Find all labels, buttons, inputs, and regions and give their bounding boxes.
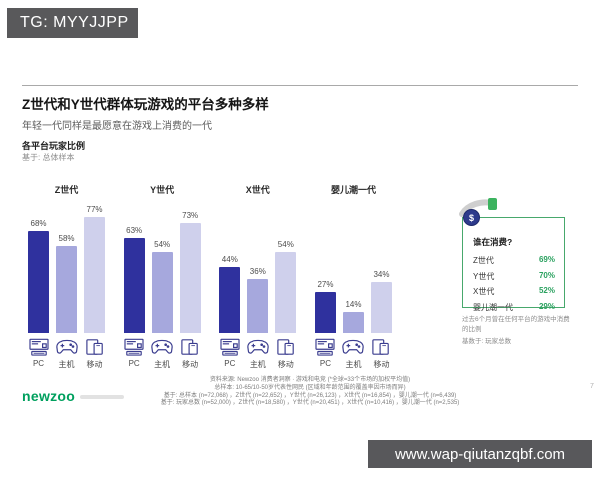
- bar-cluster: 44% 36% 54%: [219, 201, 297, 333]
- platform-axis: PC 主机: [124, 338, 201, 370]
- spend-footnote: 过去6个月曾在任何平台的游戏中消费的比例 基数于: 玩家总数: [462, 316, 570, 346]
- platform-label-pc: PC: [319, 359, 332, 368]
- who-spends-panel: 谁在消费? Z世代 69% Y世代 70% X世代 52% 婴儿潮一代 29%: [462, 217, 565, 312]
- bar-value-label: 58%: [58, 234, 75, 243]
- coin-icon: $: [463, 209, 480, 226]
- source-line: 基于: 玩家总数 (n=52,000) ，Z世代 (n=18,580) ，Y世代…: [160, 400, 460, 407]
- chart-title: 各平台玩家比例: [22, 141, 86, 151]
- chart-group-title: X世代: [245, 185, 270, 195]
- pc-icon: [219, 338, 241, 356]
- spend-row-genx: X世代 52%: [473, 286, 555, 296]
- platform-label-pc: PC: [32, 359, 45, 368]
- bar-value-label: 54%: [154, 240, 171, 249]
- mobile-icon: [180, 338, 200, 356]
- spend-row-boomers: 婴儿潮一代 29%: [473, 301, 555, 312]
- bar-value-label: 27%: [317, 280, 334, 289]
- platform-label-console: 主机: [249, 360, 266, 369]
- bar-cluster: 68% 58% 77%: [28, 201, 105, 333]
- spend-row-genz: Z世代 69%: [473, 255, 555, 265]
- chart-group: X世代 44% 36% 54%: [215, 183, 300, 370]
- platform-label-mobile: 移动: [277, 360, 294, 369]
- platform-axis: PC 主机: [315, 338, 392, 370]
- spend-row-geny: Y世代 70%: [473, 270, 555, 281]
- chart-group: 婴儿潮一代 27% 14% 34%: [311, 183, 396, 370]
- bar-console: [342, 312, 364, 333]
- bar-pc: [123, 238, 145, 333]
- source-line: 资料来源: Newzoo 消费者洞察 · 游戏和电竞 (*全球=33个市场的加权…: [209, 377, 411, 383]
- source-line: 基于: 总样本 (n=72,068) ，Z世代 (n=22,652) ，Y世代 …: [163, 392, 457, 399]
- bar-console: [56, 246, 77, 333]
- watermark-bar: www.wap-qiutanzqbf.com: [368, 440, 592, 468]
- spend-value-genz: 69%: [538, 255, 555, 264]
- gamepad-icon: [246, 338, 270, 356]
- platform-label-mobile: 移动: [373, 360, 390, 369]
- gamepad-icon: [150, 338, 174, 356]
- header-divider: [22, 85, 578, 86]
- bar-value-label: 54%: [277, 240, 294, 249]
- spend-value-genx: 52%: [538, 286, 555, 295]
- bar-mobile: [179, 223, 201, 333]
- mobile-icon: [85, 338, 105, 356]
- platform-label-pc: PC: [128, 359, 140, 368]
- bar-mobile: [275, 252, 297, 333]
- telegram-badge: TG: MYYJJPP: [7, 8, 138, 38]
- watermark-url: www.wap-qiutanzqbf.com: [394, 445, 566, 463]
- bar-value-label: 73%: [182, 211, 199, 220]
- spend-value-boomers: 29%: [538, 301, 555, 311]
- bar-value-label: 14%: [345, 300, 362, 309]
- bar-mobile: [84, 217, 105, 333]
- bar-cluster: 27% 14% 34%: [314, 201, 392, 333]
- platform-axis: PC 主机: [219, 338, 296, 370]
- bar-value-label: 34%: [373, 270, 390, 279]
- mobile-icon: [276, 338, 296, 356]
- pc-icon: [314, 338, 336, 356]
- bar-pc: [28, 231, 49, 333]
- bar-value-label: 36%: [249, 267, 266, 276]
- source-notes: 资料来源: Newzoo 消费者洞察 · 游戏和电竞 (*全球=33个市场的加权…: [80, 377, 540, 408]
- bar-console: [247, 279, 269, 333]
- pc-icon: [123, 338, 145, 356]
- chart-group-title: 婴儿潮一代: [330, 185, 376, 195]
- platform-label-mobile: 移动: [182, 360, 199, 369]
- gamepad-icon: [341, 338, 365, 356]
- bar-value-label: 44%: [221, 255, 238, 264]
- telegram-badge-text: TG: MYYJJPP: [20, 14, 129, 31]
- bar-cluster: 63% 54% 73%: [123, 201, 201, 333]
- gamepad-icon: [55, 338, 79, 356]
- newzoo-logo: newzoo: [22, 388, 76, 404]
- bar-pc: [314, 292, 336, 333]
- bar-value-label: 77%: [86, 205, 103, 214]
- bar-pc: [219, 267, 241, 333]
- who-spends-title: 谁在消费?: [473, 237, 513, 247]
- chart-group-title: Z世代: [54, 185, 79, 195]
- pc-icon: [28, 338, 50, 356]
- page-number: 7: [590, 383, 594, 390]
- platform-label-pc: PC: [224, 359, 236, 368]
- chart-base-note: 基于: 总体样本: [22, 153, 75, 162]
- platform-label-console: 主机: [58, 360, 75, 369]
- page-subtitle: 年轻一代同样是最愿意在游戏上消费的一代: [22, 121, 212, 132]
- chart-group-title: Y世代: [150, 185, 175, 195]
- spend-value-geny: 70%: [538, 270, 555, 280]
- page-title: Z世代和Y世代群体玩游戏的平台多种多样: [22, 97, 269, 112]
- platform-label-mobile: 移动: [86, 360, 103, 369]
- bar-value-label: 68%: [30, 219, 47, 228]
- platform-label-console: 主机: [345, 360, 362, 369]
- platform-label-console: 主机: [154, 360, 171, 369]
- platform-axis: PC 主机: [28, 338, 105, 370]
- bar-chart: Z世代 68% 58% 77%: [24, 183, 396, 370]
- mobile-icon: [371, 338, 391, 356]
- bar-value-label: 63%: [126, 226, 143, 235]
- bar-mobile: [370, 282, 392, 333]
- logo-tagline: [80, 395, 124, 399]
- bar-console: [151, 252, 173, 333]
- chart-group: Y世代 63% 54% 73%: [120, 183, 205, 370]
- chart-group: Z世代 68% 58% 77%: [24, 183, 109, 370]
- source-line: 总样本: 10-65/10-50岁代表性网民 (区域和年龄范围的覆盖率因市场而异…: [214, 384, 406, 391]
